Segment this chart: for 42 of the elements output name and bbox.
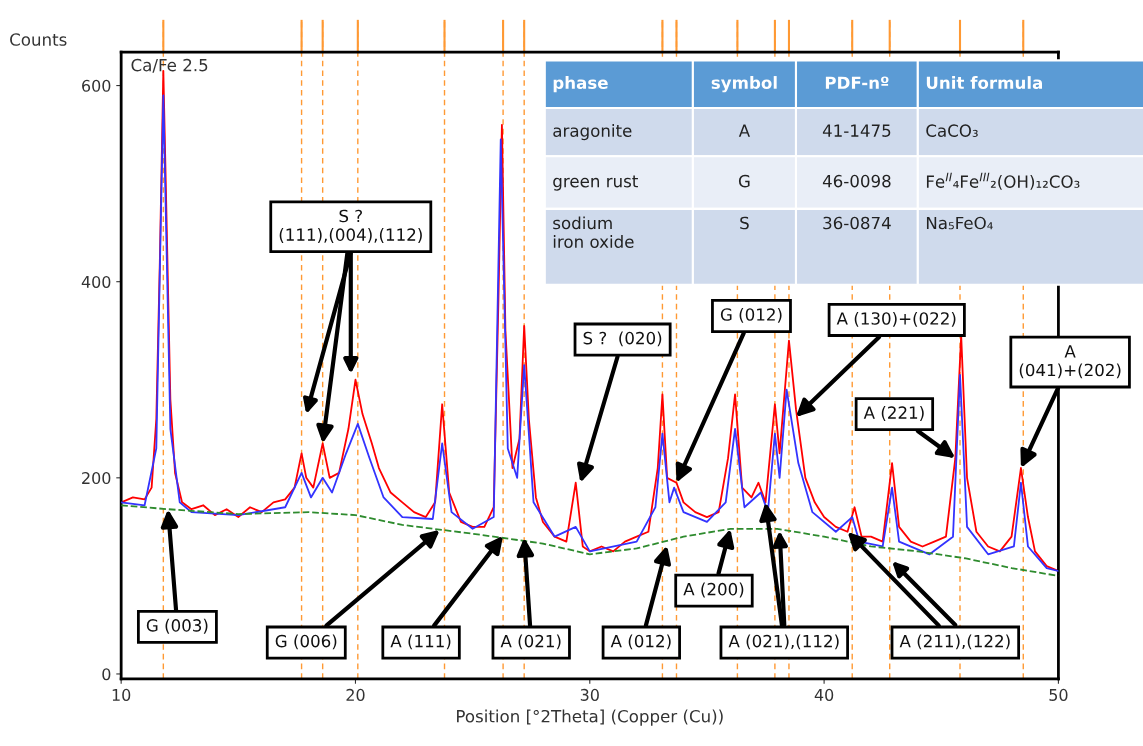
y-tick-label: 400 [81,275,111,288]
y-tick-label: 200 [82,472,111,485]
annotation: sodium iron oxide [553,216,634,248]
annotation: G (003) [146,618,208,634]
annotation: S ? (020) [583,331,662,347]
annotation: A (211),(122) [899,634,1010,650]
x-tick-label: 20 [346,688,365,701]
chart-title: Ca/Fe 2.5 [131,58,208,73]
annotation: A (130)+(022) [836,311,956,327]
annotation: 41-1475 [822,124,891,137]
x-axis-title: Position [°2Theta] (Copper (Cu)) [457,709,723,726]
annotation: A (221) [863,406,924,421]
annotation: aragonite [553,124,632,141]
annotation: G (012) [720,307,782,323]
annotation: PDF-nº [825,76,889,89]
annotation: Fe$^{II}$₄Fe$^{III}$₂(OH)₁₂CO₃ [926,172,1080,190]
annotation: S [740,216,749,230]
annotation: Na₅FeO₄ [926,216,993,230]
annotation: A [738,124,750,137]
annotation: phase [553,76,608,93]
annotation: S ? (111),(004),(112) [279,209,422,243]
annotation: Unit formula [926,76,1043,90]
x-tick-label: 10 [112,688,131,701]
y-axis-title: Counts [10,33,67,46]
x-tick-label: 30 [580,688,599,701]
x-tick-label: 40 [814,688,834,701]
annotation: symbol [711,76,777,93]
annotation: CaCO₃ [926,124,978,137]
annotation: 46-0098 [822,174,891,188]
annotation: A (021) [500,634,561,650]
annotation: A (012) [610,634,671,650]
annotation: A (041)+(202) [1019,345,1121,379]
y-tick-label: 0 [102,668,111,681]
annotation: G [738,174,750,188]
annotation: 36-0874 [823,216,891,230]
annotation: A (111) [390,634,451,650]
y-tick-label: 600 [82,79,111,92]
annotation: A (200) [683,582,744,598]
annotation: A (021),(112) [728,634,839,650]
annotation: G (006) [275,634,337,650]
annotation: green rust [553,175,638,191]
x-tick-label: 50 [1049,688,1068,701]
